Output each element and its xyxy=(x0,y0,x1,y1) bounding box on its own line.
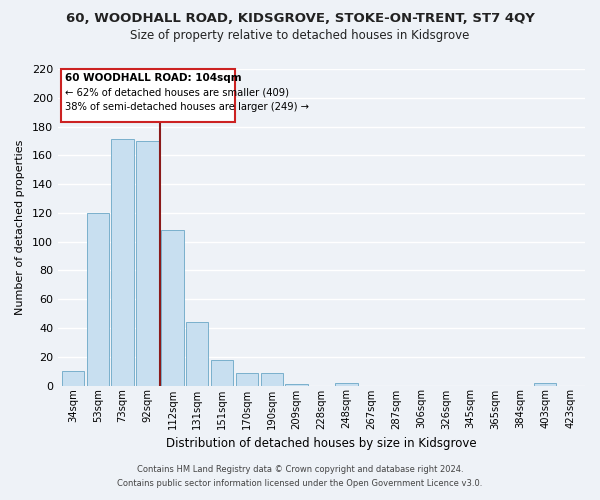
Text: ← 62% of detached houses are smaller (409): ← 62% of detached houses are smaller (40… xyxy=(65,88,289,98)
Bar xyxy=(62,371,84,386)
Bar xyxy=(161,230,184,386)
Bar xyxy=(335,382,358,386)
Y-axis label: Number of detached properties: Number of detached properties xyxy=(15,140,25,315)
Bar xyxy=(211,360,233,386)
Bar xyxy=(236,372,258,386)
Bar xyxy=(186,322,208,386)
Bar xyxy=(86,213,109,386)
Bar xyxy=(534,382,556,386)
Bar xyxy=(136,141,159,386)
X-axis label: Distribution of detached houses by size in Kidsgrove: Distribution of detached houses by size … xyxy=(166,437,477,450)
Text: Size of property relative to detached houses in Kidsgrove: Size of property relative to detached ho… xyxy=(130,29,470,42)
Text: 38% of semi-detached houses are larger (249) →: 38% of semi-detached houses are larger (… xyxy=(65,102,309,112)
Bar xyxy=(286,384,308,386)
Bar xyxy=(112,140,134,386)
Text: 60, WOODHALL ROAD, KIDSGROVE, STOKE-ON-TRENT, ST7 4QY: 60, WOODHALL ROAD, KIDSGROVE, STOKE-ON-T… xyxy=(65,12,535,26)
Text: Contains HM Land Registry data © Crown copyright and database right 2024.
Contai: Contains HM Land Registry data © Crown c… xyxy=(118,466,482,487)
Text: 60 WOODHALL ROAD: 104sqm: 60 WOODHALL ROAD: 104sqm xyxy=(65,74,241,84)
FancyBboxPatch shape xyxy=(61,69,235,122)
Bar xyxy=(260,372,283,386)
